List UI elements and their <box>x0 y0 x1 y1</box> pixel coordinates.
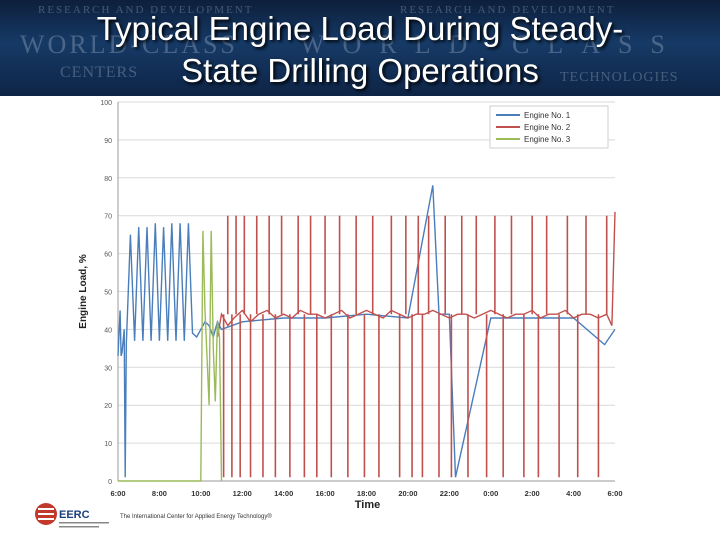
y-tick-label: 90 <box>104 138 112 145</box>
bg-word: WORLD-CLASS <box>300 30 683 59</box>
legend-entry: Engine No. 1 <box>524 111 571 120</box>
x-tick-label: 6:00 <box>607 489 622 498</box>
eerc-logo: EERC <box>35 503 109 528</box>
series-line <box>118 230 223 482</box>
y-tick-label: 20 <box>104 403 112 410</box>
bg-word: TECHNOLOGIES <box>560 70 679 85</box>
bg-word: WORLD-CLASS <box>20 30 238 59</box>
x-tick-label: 18:00 <box>357 489 376 498</box>
x-tick-label: 12:00 <box>233 489 252 498</box>
legend-box <box>489 105 609 149</box>
x-axis-label: Time <box>355 499 380 511</box>
y-tick-label: 100 <box>100 100 112 107</box>
x-tick-label: 2:00 <box>525 489 540 498</box>
x-tick-label: 6:00 <box>110 489 125 498</box>
x-tick-label: 10:00 <box>191 489 210 498</box>
y-tick-label: 70 <box>104 214 112 221</box>
y-tick-label: 10 <box>104 441 112 448</box>
footer-tagline: The International Center for Applied Ene… <box>120 514 272 520</box>
bg-word: RESEARCH AND DEVELOPMENT <box>38 4 254 16</box>
series-line <box>216 211 616 338</box>
y-tick-label: 50 <box>104 290 112 297</box>
y-tick-label: 0 <box>108 479 112 486</box>
engine-load-chart: 0 10 20 30 40 50 60 70 80 90 100 6:00 8:00 10:00 12:00… <box>78 100 623 511</box>
logo-text: EERC <box>59 509 90 521</box>
x-tick-label: 0:00 <box>483 489 498 498</box>
x-tick-label: 14:00 <box>274 489 293 498</box>
y-axis-label: Engine Load, % <box>78 254 89 329</box>
x-tick-label: 16:00 <box>315 489 334 498</box>
y-tick-label: 30 <box>104 365 112 372</box>
bg-word: CENTERS <box>60 64 139 81</box>
legend-entry: Engine No. 2 <box>524 123 571 132</box>
x-tick-label: 20:00 <box>398 489 417 498</box>
y-tick-label: 80 <box>104 176 112 183</box>
y-tick-label: 60 <box>104 252 112 259</box>
bg-word: RESEARCH AND DEVELOPMENT <box>400 4 616 16</box>
series-line <box>117 185 616 478</box>
background-watermark: RESEARCH AND DEVELOPMENT RESEARCH AND DE… <box>0 0 720 96</box>
y-tick-label: 40 <box>104 327 112 334</box>
slide-title: Typical Engine Load During Steady- State… <box>0 8 720 92</box>
title-line-2: State Drilling Operations <box>181 52 539 89</box>
x-tick-label: 22:00 <box>440 489 459 498</box>
x-tick-label: 8:00 <box>152 489 167 498</box>
title-line-1: Typical Engine Load During Steady- <box>96 10 624 47</box>
title-banner: RESEARCH AND DEVELOPMENT RESEARCH AND DE… <box>0 0 720 96</box>
x-tick-label: 4:00 <box>566 489 581 498</box>
legend-entry: Engine No. 3 <box>524 135 571 144</box>
